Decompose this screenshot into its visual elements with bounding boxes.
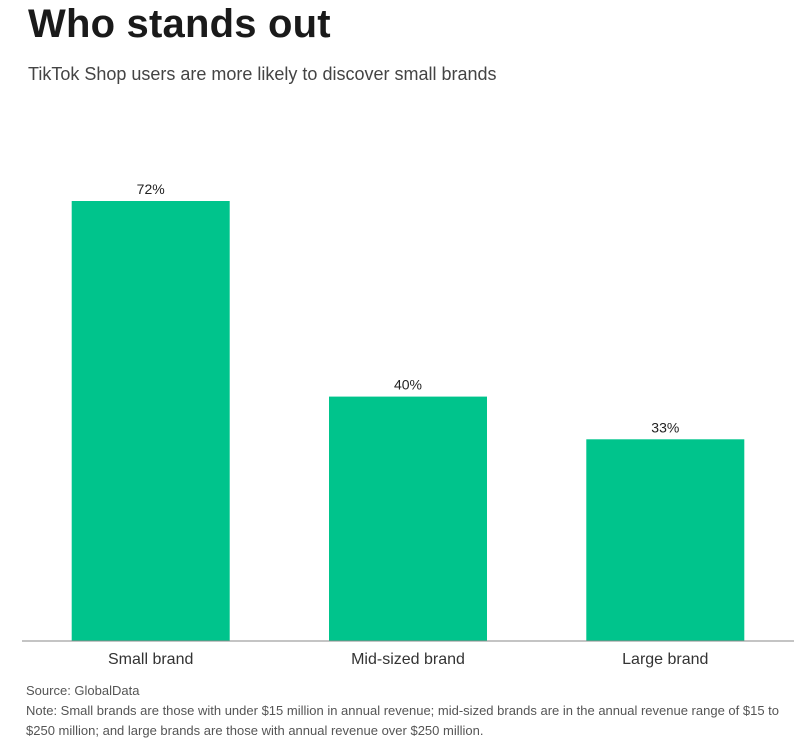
bar-mid-sized-brand xyxy=(329,396,487,641)
category-label-small-brand: Small brand xyxy=(108,651,193,668)
bar-large-brand xyxy=(586,439,745,641)
category-label-large-brand: Large brand xyxy=(622,651,708,668)
footnote: Note: Small brands are those with under … xyxy=(26,703,780,738)
source-note: Source: GlobalData xyxy=(26,683,140,698)
value-label-large-brand: 33% xyxy=(651,419,679,435)
category-labels-group: Small brand Mid-sized brand Large brand xyxy=(108,651,708,668)
bars-group xyxy=(71,201,745,641)
chart-footer: Source: GlobalData Note: Small brands ar… xyxy=(26,681,786,741)
value-label-mid-sized-brand: 40% xyxy=(394,377,422,393)
chart-subtitle: TikTok Shop users are more likely to dis… xyxy=(28,64,497,84)
chart-title: Who stands out xyxy=(28,2,331,46)
category-label-mid-sized-brand: Mid-sized brand xyxy=(351,651,465,668)
value-label-small-brand: 72% xyxy=(137,181,165,197)
bar-small-brand xyxy=(71,201,230,641)
value-labels-group: 72% 40% 33% xyxy=(137,181,680,435)
